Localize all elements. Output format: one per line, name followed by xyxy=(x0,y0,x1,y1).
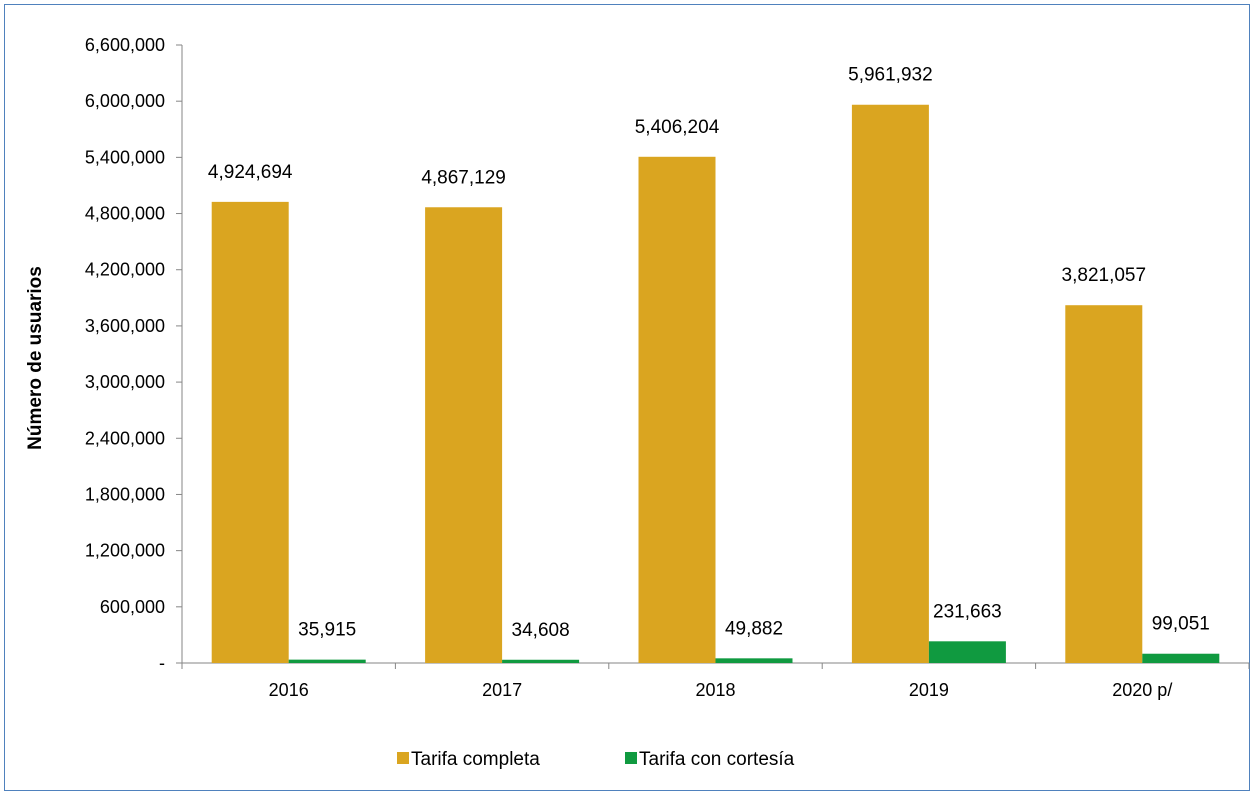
legend-label: Tarifa con cortesía xyxy=(639,749,795,770)
bar-tarifa-completa xyxy=(425,207,503,663)
bar-tarifa-completa xyxy=(1065,305,1143,663)
bar-tarifa-completa xyxy=(851,104,929,664)
bar-tarifa-cortesia xyxy=(288,659,366,663)
data-label: 4,867,129 xyxy=(421,167,506,188)
y-tick-label: 3,600,000 xyxy=(85,316,165,336)
x-tick-label: 2020 p/ xyxy=(1112,680,1172,700)
bar-tarifa-cortesia xyxy=(1142,653,1220,663)
data-label: 3,821,057 xyxy=(1062,265,1147,286)
data-label: 35,915 xyxy=(298,620,356,641)
data-label: 231,663 xyxy=(933,601,1002,622)
legend: Tarifa completa Tarifa con cortesía xyxy=(397,749,795,770)
y-tick-label: 600,000 xyxy=(100,597,165,617)
bar-tarifa-cortesia xyxy=(715,658,793,663)
y-tick-label: 6,000,000 xyxy=(85,91,165,111)
y-tick-label: 1,800,000 xyxy=(85,484,165,504)
data-label: 34,608 xyxy=(512,620,570,641)
y-tick-label: 2,400,000 xyxy=(85,428,165,448)
bar-tarifa-completa xyxy=(638,156,716,663)
y-tick-label: 5,400,000 xyxy=(85,147,165,167)
data-labels: 4,924,694 4,867,129 5,406,204 5,961,932 3,82… xyxy=(208,65,1210,641)
bar-tarifa-cortesia xyxy=(928,641,1006,663)
data-label: 99,051 xyxy=(1152,614,1210,635)
legend-swatch xyxy=(625,752,637,764)
bar-chart: Número de usuarios - 600,000 1,200,000 1,80… xyxy=(25,35,1250,770)
x-tick-label: 2016 xyxy=(269,680,309,700)
data-label: 5,406,204 xyxy=(635,117,720,138)
y-tick-label: - xyxy=(159,653,165,673)
data-label: 5,961,932 xyxy=(848,65,933,86)
bars xyxy=(211,104,1220,664)
y-tick-label: 1,200,000 xyxy=(85,541,165,561)
y-tick-label: 6,600,000 xyxy=(85,35,165,55)
legend-swatch xyxy=(397,752,409,764)
x-tick-label: 2017 xyxy=(482,680,522,700)
data-label: 4,924,694 xyxy=(208,162,293,183)
y-tick-label: 4,800,000 xyxy=(85,204,165,224)
y-tick-label: 3,000,000 xyxy=(85,372,165,392)
axes: - 600,000 1,200,000 1,800,000 2,400,000 3,000… xyxy=(85,35,1250,700)
bar-tarifa-completa xyxy=(211,201,289,663)
bar-tarifa-cortesia xyxy=(502,659,580,663)
y-tick-label: 4,200,000 xyxy=(85,260,165,280)
y-axis-title: Número de usuarios xyxy=(25,266,46,450)
x-tick-label: 2019 xyxy=(909,680,949,700)
chart-frame: Número de usuarios - 600,000 1,200,000 1,80… xyxy=(4,4,1250,791)
x-tick-label: 2018 xyxy=(695,680,735,700)
data-label: 49,882 xyxy=(725,618,783,639)
legend-label: Tarifa completa xyxy=(411,749,540,770)
